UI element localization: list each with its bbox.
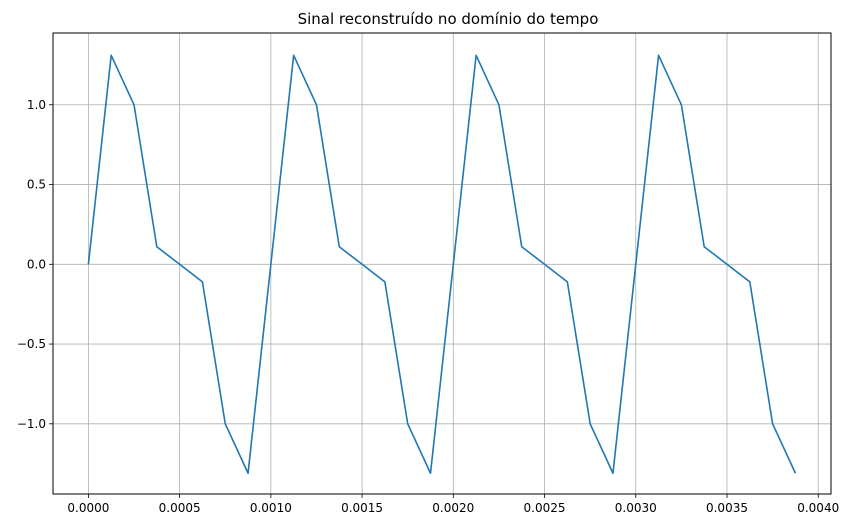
x-tick-label: 0.0040: [797, 501, 839, 515]
y-tick-label: 1.0: [27, 98, 46, 112]
x-tick-label: 0.0020: [432, 501, 474, 515]
y-axis: −1.0 −0.5 0.0 0.5 1.0: [17, 98, 53, 431]
x-tick-label: 0.0015: [341, 501, 383, 515]
x-tick-label: 0.0005: [159, 501, 201, 515]
x-tick-label: 0.0030: [615, 501, 657, 515]
grid-lines: [53, 33, 831, 494]
x-axis: 0.0000 0.0005 0.0010 0.0015 0.0020 0.0025 0.00…: [67, 494, 839, 515]
series-group: [87, 54, 797, 475]
x-tick-label: 0.0035: [706, 501, 748, 515]
x-tick-label: 0.0025: [524, 501, 566, 515]
y-tick-label: −1.0: [17, 417, 46, 431]
plot-frame: [52, 32, 832, 495]
chart-title: Sinal reconstruído no domínio do tempo: [298, 10, 599, 28]
x-tick-label: 0.0000: [67, 501, 109, 515]
y-tick-label: 0.5: [27, 178, 46, 192]
series-line: [87, 54, 797, 475]
y-tick-label: −0.5: [17, 337, 46, 351]
y-tick-label: 0.0: [27, 257, 46, 271]
x-tick-label: 0.0010: [250, 501, 292, 515]
